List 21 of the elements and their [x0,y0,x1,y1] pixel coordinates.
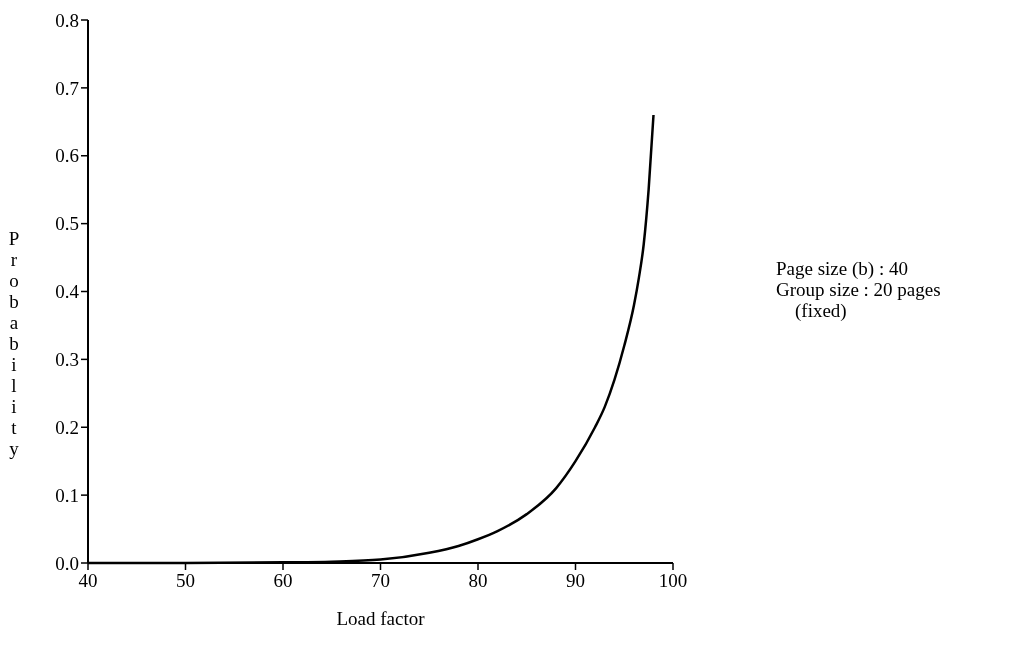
x-tick-label: 60 [273,570,293,591]
y-tick-label: 0.7 [55,77,79,99]
x-tick-label: 40 [78,570,98,591]
y-tick-label: 0.1 [55,484,79,506]
x-tick-label: 100 [658,570,688,591]
x-tick-label: 90 [566,570,585,591]
y-tick-label: 0.8 [55,9,79,31]
y-tick-label: 0.5 [55,213,79,235]
text: Group size : 20 pages [776,279,941,300]
y-tick-label: 0.4 [55,281,80,303]
x-tick-label: 50 [176,570,195,591]
y-tick-label: 0.0 [55,552,79,574]
y-tick-label: 0.3 [55,349,79,371]
x-tick-label: 80 [468,570,488,591]
text: Probability [8,228,20,459]
x-tick-label: 70 [371,570,390,591]
text: Page size (b) : 40 [776,258,908,280]
y-tick-label: 0.6 [55,145,79,167]
x-axis-title: Load factor [336,608,426,629]
y-tick-label: 0.2 [55,416,79,438]
text: (fixed) [795,300,847,322]
